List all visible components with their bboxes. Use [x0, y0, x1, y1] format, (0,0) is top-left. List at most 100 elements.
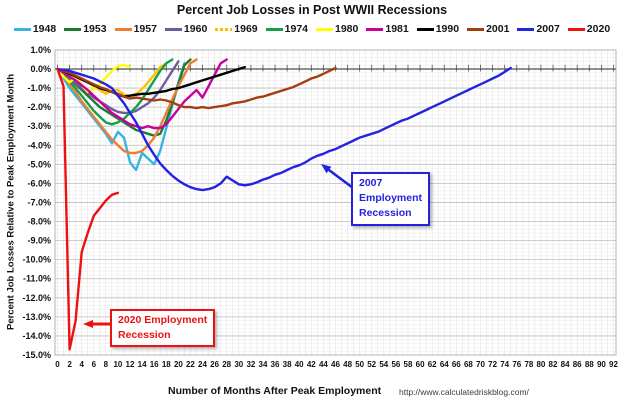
y-axis-title: Percent Job Losses Relative to Peak Empl…	[5, 73, 17, 331]
svg-text:84: 84	[561, 360, 570, 369]
svg-text:70: 70	[476, 360, 485, 369]
legend-item-1957: 1957	[114, 23, 157, 35]
legend-line-swatch-1948	[13, 27, 31, 31]
svg-text:90: 90	[597, 360, 606, 369]
legend-item-1969: 1969	[215, 23, 258, 35]
svg-text:42: 42	[307, 360, 316, 369]
svg-text:0: 0	[55, 360, 60, 369]
svg-text:78: 78	[524, 360, 533, 369]
svg-text:50: 50	[355, 360, 364, 369]
svg-text:64: 64	[440, 360, 449, 369]
svg-text:76: 76	[512, 360, 521, 369]
x-axis-labels: 0 2 4 6 8 10 12 14 16 18 20 22 24 26 28 30 32 34 36 38 40 42 4…	[55, 360, 618, 369]
svg-text:1.0%: 1.0%	[30, 45, 51, 55]
series-line-2007	[56, 66, 512, 192]
legend: 1948 1953 1957 1960 1969 1974 1980 1981 1990 2001…	[0, 23, 624, 35]
svg-text:86: 86	[573, 360, 582, 369]
legend-label: 1953	[83, 23, 107, 35]
svg-text:-9.0%: -9.0%	[27, 236, 51, 246]
y-axis-labels: 1.0% 0.0% -1.0% -2.0% -3.0% -4.0% -5.0% -6.0% -7…	[22, 45, 51, 360]
legend-item-1953: 1953	[64, 23, 107, 35]
svg-text:58: 58	[404, 360, 413, 369]
series-line-1974	[56, 58, 174, 126]
svg-text:-12.0%: -12.0%	[22, 293, 51, 303]
svg-text:20: 20	[174, 360, 183, 369]
svg-text:52: 52	[367, 360, 376, 369]
legend-label: 1981	[385, 23, 409, 35]
svg-text:48: 48	[343, 360, 352, 369]
legend-label: 1960	[183, 23, 208, 35]
legend-label: 2001	[486, 23, 510, 35]
svg-text:12: 12	[126, 360, 135, 369]
svg-text:82: 82	[549, 360, 558, 369]
svg-text:46: 46	[331, 360, 340, 369]
svg-text:54: 54	[379, 360, 388, 369]
annotation-arrow	[83, 320, 111, 328]
svg-text:-10.0%: -10.0%	[22, 255, 51, 265]
svg-text:66: 66	[452, 360, 461, 369]
legend-line-swatch-1981	[366, 27, 384, 31]
svg-text:92: 92	[609, 360, 618, 369]
svg-text:-6.0%: -6.0%	[27, 178, 51, 188]
legend-line-swatch-2001	[467, 27, 485, 31]
svg-text:-5.0%: -5.0%	[27, 159, 51, 169]
svg-text:-1.0%: -1.0%	[27, 83, 51, 93]
svg-text:4: 4	[79, 360, 84, 369]
annotation-text-line: 2020 Employment	[118, 314, 208, 326]
series-line-1980	[56, 63, 132, 94]
legend-line-swatch-1980	[316, 27, 333, 31]
svg-text:34: 34	[259, 360, 268, 369]
legend-label: 1948	[32, 23, 57, 35]
svg-text:-14.0%: -14.0%	[22, 331, 51, 341]
legend-label: 2020	[586, 23, 611, 35]
legend-item-1980: 1980	[316, 23, 358, 35]
svg-text:26: 26	[210, 360, 219, 369]
svg-text:8: 8	[104, 360, 109, 369]
svg-text:68: 68	[464, 360, 473, 369]
series-line-2020	[56, 67, 120, 351]
legend-line-swatch-2007	[517, 27, 535, 31]
svg-text:0.0%: 0.0%	[30, 64, 51, 74]
annotation-2007-recession: 2007 Employment Recession	[351, 172, 431, 226]
svg-text:60: 60	[416, 360, 425, 369]
chart-title: Percent Job Losses in Post WWII Recessio…	[176, 3, 448, 17]
legend-item-2020: 2020	[567, 23, 611, 35]
svg-text:44: 44	[319, 360, 328, 369]
legend-item-2001: 2001	[467, 23, 509, 35]
svg-text:16: 16	[150, 360, 159, 369]
svg-text:28: 28	[222, 360, 231, 369]
legend-line-swatch-1990	[416, 27, 434, 31]
svg-text:-7.0%: -7.0%	[27, 198, 51, 208]
svg-text:-8.0%: -8.0%	[27, 217, 51, 227]
source-url: http://www.calculatedriskblog.com/	[399, 387, 529, 397]
series-line-2001	[56, 66, 337, 110]
legend-item-1948: 1948	[13, 23, 57, 35]
legend-item-1990: 1990	[416, 23, 460, 35]
svg-text:-2.0%: -2.0%	[27, 102, 51, 112]
svg-text:56: 56	[391, 360, 400, 369]
legend-item-1981: 1981	[366, 23, 409, 35]
svg-text:62: 62	[428, 360, 437, 369]
x-axis-title: Number of Months After Peak Employment	[168, 385, 382, 397]
legend-label: 1990	[435, 23, 460, 35]
legend-label: 1969	[234, 23, 258, 35]
svg-text:6: 6	[92, 360, 97, 369]
svg-text:72: 72	[488, 360, 497, 369]
svg-text:-11.0%: -11.0%	[23, 274, 51, 284]
svg-text:-4.0%: -4.0%	[27, 140, 51, 150]
series-line-1953	[56, 58, 192, 137]
legend-label: 1980	[335, 23, 359, 35]
svg-text:36: 36	[271, 360, 280, 369]
legend-line-swatch-1957	[114, 27, 132, 31]
series-line-1981	[56, 58, 228, 130]
svg-text:80: 80	[536, 360, 545, 369]
svg-text:40: 40	[295, 360, 304, 369]
plot-border	[54, 49, 617, 356]
svg-text:2: 2	[67, 360, 72, 369]
svg-text:14: 14	[138, 360, 147, 369]
legend-label: 1974	[284, 23, 308, 35]
legend-line-swatch-1974	[265, 27, 283, 31]
svg-text:22: 22	[186, 360, 195, 369]
